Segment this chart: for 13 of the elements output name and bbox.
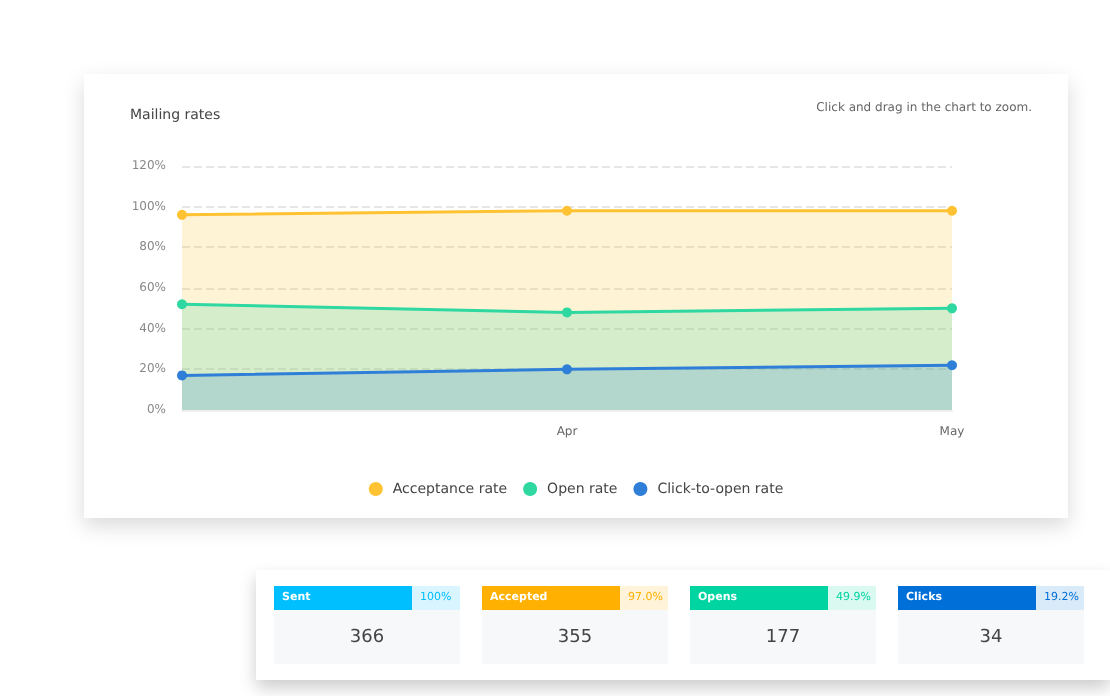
data-label: 177 [690, 610, 876, 664]
point [947, 205, 957, 216]
point [177, 209, 187, 220]
data-label: 355 [482, 610, 668, 664]
data-label: 366 [274, 610, 460, 664]
point [177, 370, 187, 381]
point [562, 364, 572, 375]
point [947, 360, 957, 371]
point [562, 307, 572, 318]
data-label: 34 [898, 610, 1084, 664]
point [947, 303, 957, 314]
point [177, 299, 187, 310]
point [562, 205, 572, 216]
